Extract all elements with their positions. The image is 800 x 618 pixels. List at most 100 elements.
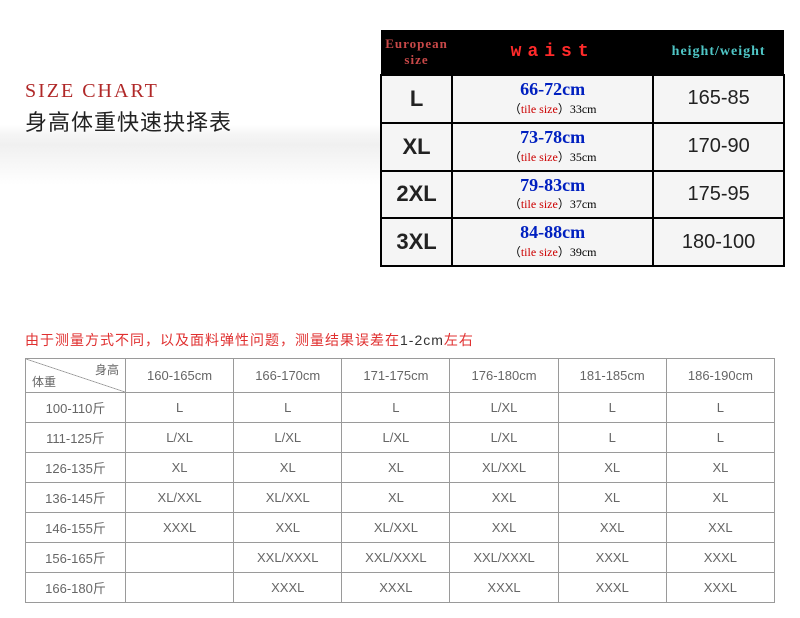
title-english: SIZE CHART	[25, 80, 380, 103]
height-col-header: 181-185cm	[558, 359, 666, 393]
col-header-size: European size	[381, 30, 452, 75]
weight-row-header: 146-155斤	[26, 513, 126, 543]
size-recommendation-cell: XL	[558, 453, 666, 483]
size-cell: 3XL	[381, 218, 452, 266]
size-cell: L	[381, 75, 452, 123]
size-recommendation-cell: L	[234, 393, 342, 423]
size-recommendation-cell: XXL	[666, 513, 774, 543]
corner-height-label: 身高	[95, 361, 119, 378]
weight-row: 166-180斤XXXLXXXLXXXLXXXLXXXL	[26, 573, 775, 603]
size-recommendation-cell	[126, 573, 234, 603]
size-recommendation-cell: XXL	[450, 483, 558, 513]
height-weight-cell: 175-95	[653, 171, 784, 219]
weight-row-header: 100-110斤	[26, 393, 126, 423]
size-recommendation-cell: XL	[126, 453, 234, 483]
measurement-note: 由于测量方式不同，以及面料弹性问题，测量结果误差在1-2cm左右	[0, 330, 800, 350]
waist-cell: 79-83cm（tile size）37cm	[452, 171, 653, 219]
size-recommendation-cell: L/XL	[450, 423, 558, 453]
weight-row-header: 166-180斤	[26, 573, 126, 603]
size-recommendation-cell: XXL	[450, 513, 558, 543]
bottom-table-area: 身高 体重 160-165cm166-170cm171-175cm176-180…	[0, 350, 800, 603]
height-weight-cell: 180-100	[653, 218, 784, 266]
waist-range: 66-72cm	[455, 80, 650, 100]
size-recommendation-cell: XXXL	[558, 573, 666, 603]
height-weight-cell: 170-90	[653, 123, 784, 171]
title-chinese: 身高体重快速抉择表	[25, 105, 380, 137]
size-recommendation-cell: XXXL	[450, 573, 558, 603]
tile-label: tile size	[521, 245, 558, 259]
tile-label: tile size	[521, 150, 558, 164]
weight-row: 136-145斤XL/XXLXL/XXLXLXXLXLXL	[26, 483, 775, 513]
size-recommendation-cell: XXXL	[126, 513, 234, 543]
weight-row-header: 136-145斤	[26, 483, 126, 513]
size-row: XL73-78cm（tile size）35cm170-90	[381, 123, 784, 171]
weight-row: 100-110斤LLLL/XLLL	[26, 393, 775, 423]
size-recommendation-cell: XXXL	[234, 573, 342, 603]
size-recommendation-cell	[126, 543, 234, 573]
waist-range: 79-83cm	[455, 176, 650, 196]
weight-row: 156-165斤XXL/XXXLXXL/XXXLXXL/XXXLXXXLXXXL	[26, 543, 775, 573]
size-recommendation-cell: XXL/XXXL	[342, 543, 450, 573]
waist-tile: （tile size）37cm	[509, 197, 597, 211]
size-recommendation-cell: L	[342, 393, 450, 423]
size-recommendation-cell: XXL	[558, 513, 666, 543]
height-col-header: 176-180cm	[450, 359, 558, 393]
weight-row-header: 111-125斤	[26, 423, 126, 453]
size-recommendation-cell: L	[558, 393, 666, 423]
size-recommendation-cell: XL	[342, 453, 450, 483]
size-recommendation-cell: XXXL	[342, 573, 450, 603]
size-recommendation-cell: XXXL	[666, 573, 774, 603]
size-recommendation-cell: XL	[666, 453, 774, 483]
col-header-waist: waist	[452, 30, 653, 75]
size-cell: XL	[381, 123, 452, 171]
waist-cell: 66-72cm（tile size）33cm	[452, 75, 653, 123]
size-row: 3XL84-88cm （tile size）39cm 180-100	[381, 218, 784, 266]
size-recommendation-cell: XL/XXL	[234, 483, 342, 513]
top-table-area: European size waist height/weight L66-72…	[380, 30, 800, 230]
size-recommendation-cell: L/XL	[342, 423, 450, 453]
size-recommendation-cell: XXXL	[558, 543, 666, 573]
waist-cell: 73-78cm（tile size）35cm	[452, 123, 653, 171]
tile-label: tile size	[521, 102, 558, 116]
height-weight-table: 身高 体重 160-165cm166-170cm171-175cm176-180…	[25, 358, 775, 603]
note-red-2: 左右	[444, 332, 474, 348]
note-red-1: 由于测量方式不同，以及面料弹性问题，测量结果误差在	[25, 332, 400, 348]
weight-row-header: 156-165斤	[26, 543, 126, 573]
waist-cell: 84-88cm （tile size）39cm	[452, 218, 653, 266]
corner-cell: 身高 体重	[26, 359, 126, 393]
waist-tile: （tile size）39cm	[509, 245, 597, 259]
weight-row: 146-155斤XXXLXXLXL/XXLXXLXXLXXL	[26, 513, 775, 543]
tile-label: tile size	[521, 197, 558, 211]
weight-row: 126-135斤XLXLXLXL/XXLXLXL	[26, 453, 775, 483]
size-recommendation-cell: XXL/XXXL	[450, 543, 558, 573]
note-black: 1-2cm	[400, 332, 444, 348]
size-recommendation-cell: L/XL	[450, 393, 558, 423]
height-col-header: 186-190cm	[666, 359, 774, 393]
size-chart-table: European size waist height/weight L66-72…	[380, 30, 785, 267]
size-recommendation-cell: XL	[234, 453, 342, 483]
size-recommendation-cell: L	[558, 423, 666, 453]
waist-range: 73-78cm	[455, 128, 650, 148]
size-recommendation-cell: XXXL	[666, 543, 774, 573]
size-recommendation-cell: XL	[558, 483, 666, 513]
size-recommendation-cell: XXL	[234, 513, 342, 543]
corner-weight-label: 体重	[32, 373, 56, 390]
size-recommendation-cell: XL	[666, 483, 774, 513]
height-col-header: 171-175cm	[342, 359, 450, 393]
size-recommendation-cell: L/XL	[234, 423, 342, 453]
size-row: L66-72cm（tile size）33cm165-85	[381, 75, 784, 123]
weight-row: 111-125斤L/XLL/XLL/XLL/XLLL	[26, 423, 775, 453]
size-recommendation-cell: XL/XXL	[450, 453, 558, 483]
weight-row-header: 126-135斤	[26, 453, 126, 483]
height-col-header: 160-165cm	[126, 359, 234, 393]
size-recommendation-cell: XL	[342, 483, 450, 513]
size-recommendation-cell: XL/XXL	[342, 513, 450, 543]
col-header-height-weight: height/weight	[653, 30, 784, 75]
title-area: SIZE CHART 身高体重快速抉择表	[0, 30, 380, 230]
size-recommendation-cell: XXL/XXXL	[234, 543, 342, 573]
size-cell: 2XL	[381, 171, 452, 219]
height-col-header: 166-170cm	[234, 359, 342, 393]
waist-range: 84-88cm	[455, 223, 650, 243]
height-weight-cell: 165-85	[653, 75, 784, 123]
size-recommendation-cell: L	[126, 393, 234, 423]
